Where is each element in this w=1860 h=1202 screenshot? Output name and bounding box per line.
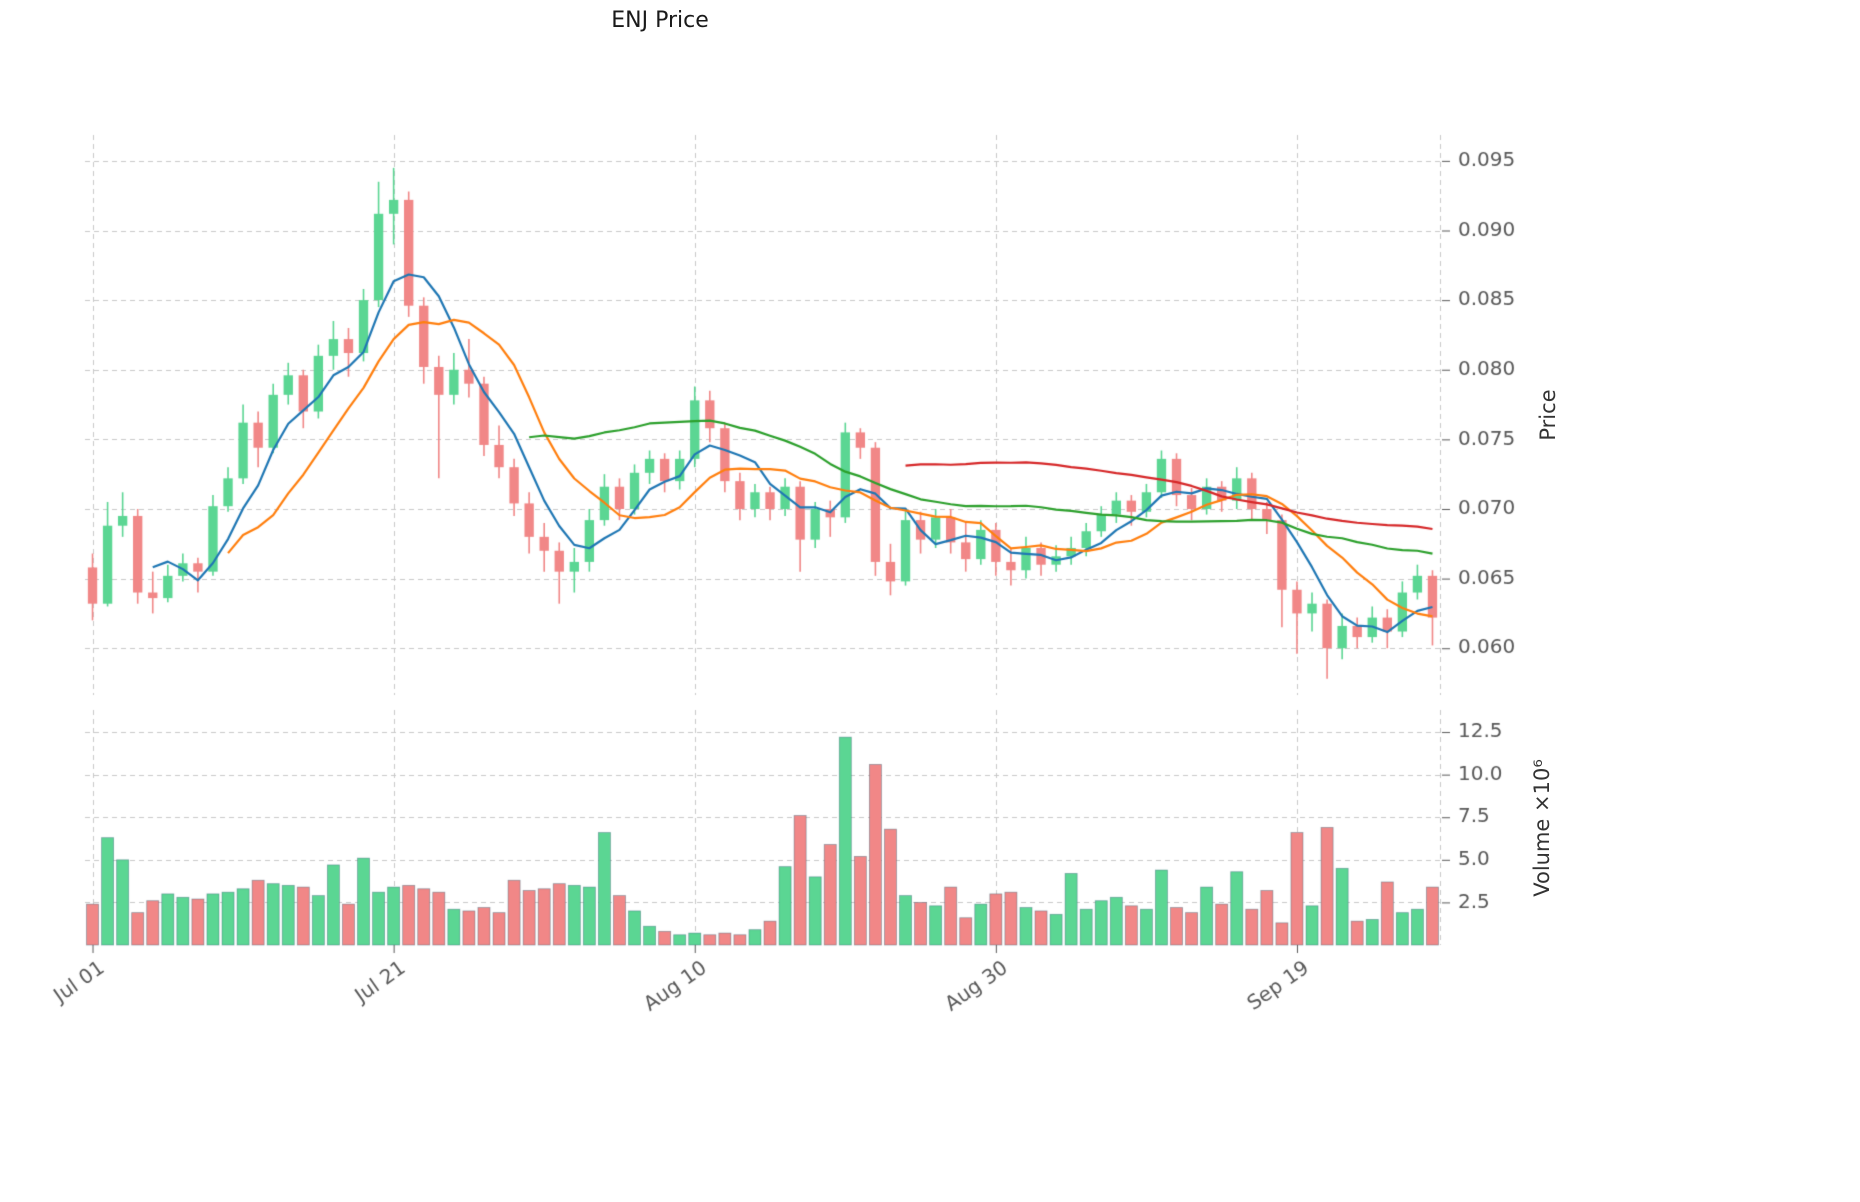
volume-axis-label: Volume ×10⁶ <box>1530 759 1554 897</box>
chart-title: ENJ Price <box>611 8 709 33</box>
price-axis-label: Price <box>1536 389 1560 441</box>
